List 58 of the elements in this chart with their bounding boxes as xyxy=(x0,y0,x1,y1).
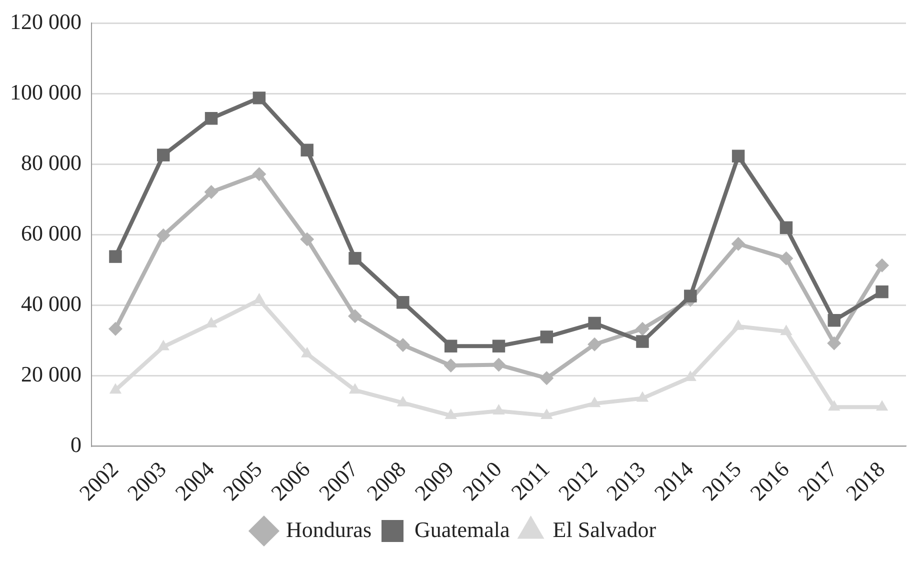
point xyxy=(396,396,409,406)
point xyxy=(109,250,122,263)
point xyxy=(635,322,650,336)
y-tick-label: 0 xyxy=(70,432,82,457)
y-tick-label: 60 000 xyxy=(21,220,82,246)
point xyxy=(204,112,218,125)
point xyxy=(540,330,554,344)
point xyxy=(780,324,792,336)
point xyxy=(636,335,649,348)
legend-label: Guatemala xyxy=(414,516,510,542)
y-tick-label: 120 000 xyxy=(10,8,82,34)
point xyxy=(252,92,266,104)
y-tick-label: 40 000 xyxy=(21,290,82,316)
point xyxy=(731,236,746,251)
point xyxy=(588,396,601,408)
point xyxy=(540,371,554,386)
point xyxy=(492,404,505,414)
point xyxy=(396,296,410,309)
point xyxy=(828,400,840,411)
point xyxy=(444,340,458,352)
point xyxy=(827,336,842,350)
point xyxy=(156,228,170,242)
y-tick-label: 80 000 xyxy=(21,150,82,175)
point xyxy=(301,346,314,358)
point xyxy=(348,309,362,324)
point xyxy=(876,285,888,298)
legend-label: Honduras xyxy=(286,516,372,542)
point xyxy=(779,251,794,266)
point xyxy=(684,290,697,302)
point xyxy=(875,258,890,272)
point xyxy=(780,221,793,234)
point xyxy=(300,232,314,246)
point xyxy=(157,340,170,350)
x-tick-label: 2011 xyxy=(506,456,554,505)
legend-label: El Salvador xyxy=(552,516,657,542)
point xyxy=(828,314,840,327)
y-tick-label: 100 000 xyxy=(10,79,82,104)
point xyxy=(588,316,601,330)
y-tick-label: 20 000 xyxy=(21,362,82,386)
point xyxy=(492,358,506,372)
point xyxy=(492,340,506,352)
point xyxy=(444,408,457,420)
point xyxy=(109,383,122,394)
point xyxy=(348,383,362,394)
point xyxy=(732,319,744,330)
point xyxy=(876,400,888,411)
point xyxy=(157,148,170,162)
point xyxy=(588,337,602,352)
point xyxy=(396,338,410,352)
point xyxy=(300,144,314,156)
point xyxy=(348,252,362,265)
point xyxy=(540,408,553,420)
point xyxy=(252,167,266,182)
point xyxy=(444,358,458,372)
point xyxy=(732,150,745,162)
point xyxy=(108,322,122,336)
point xyxy=(636,391,649,402)
point xyxy=(204,185,218,200)
